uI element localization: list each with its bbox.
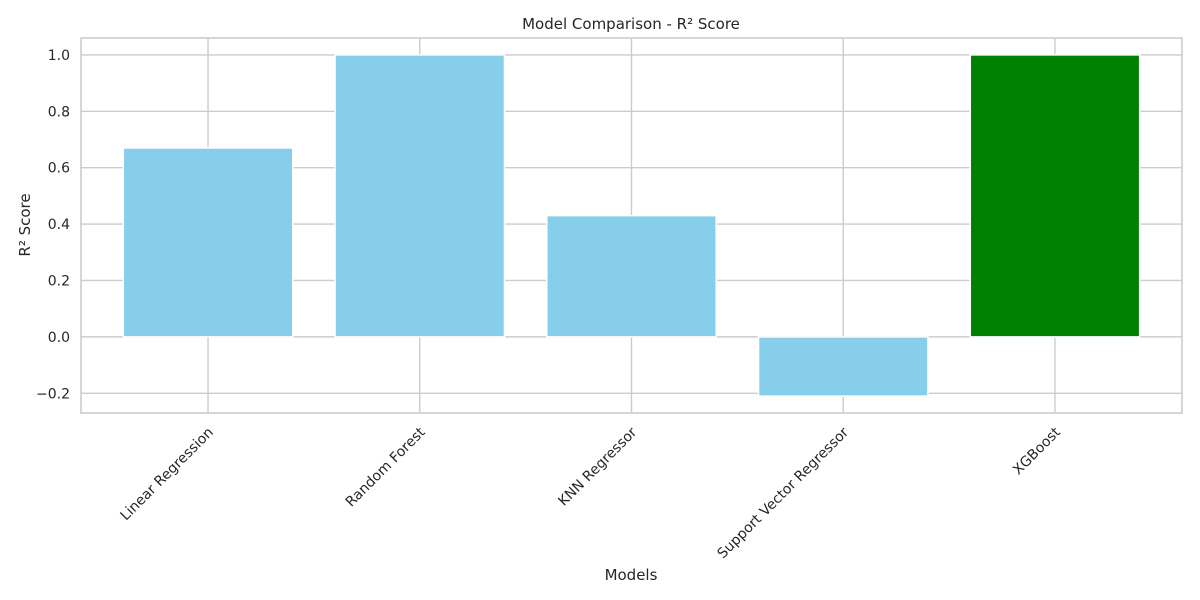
y-tick-label: 0.2 [48, 273, 70, 289]
bar-support-vector-regressor [757, 336, 929, 397]
axes-frame [80, 37, 1183, 414]
x-axis-label: Models [605, 566, 658, 584]
y-tick-labels: −0.2 0.0 0.2 0.4 0.6 0.8 1.0 [36, 48, 70, 402]
x-tick-label: Support Vector Regressor [715, 424, 853, 562]
x-tick-label: XGBoost [1010, 424, 1064, 478]
bar-random-forest [334, 54, 506, 338]
y-tick-label: 0.0 [48, 330, 70, 346]
chart-title: Model Comparison - R² Score [522, 15, 740, 33]
y-tick-label: 0.4 [48, 217, 70, 233]
y-tick-label: 0.8 [48, 104, 70, 120]
bar-knn-regressor [546, 214, 717, 338]
bar-linear-regression [122, 147, 294, 338]
x-tick-label: KNN Regressor [555, 424, 640, 509]
x-tick-label: Linear Regression [117, 425, 216, 524]
bar-xgboost [969, 54, 1141, 338]
y-axis-label: R² Score [16, 193, 34, 256]
bars-layer [122, 54, 1141, 397]
y-tick-label: 0.6 [48, 161, 70, 177]
x-tick-label: Random Forest [343, 424, 429, 510]
plot-frame [80, 37, 1183, 414]
y-tick-label: −0.2 [36, 386, 70, 402]
x-tick-labels: Linear Regression Random Forest KNN Regres… [117, 424, 1064, 562]
y-tick-label: 1.0 [48, 48, 70, 64]
